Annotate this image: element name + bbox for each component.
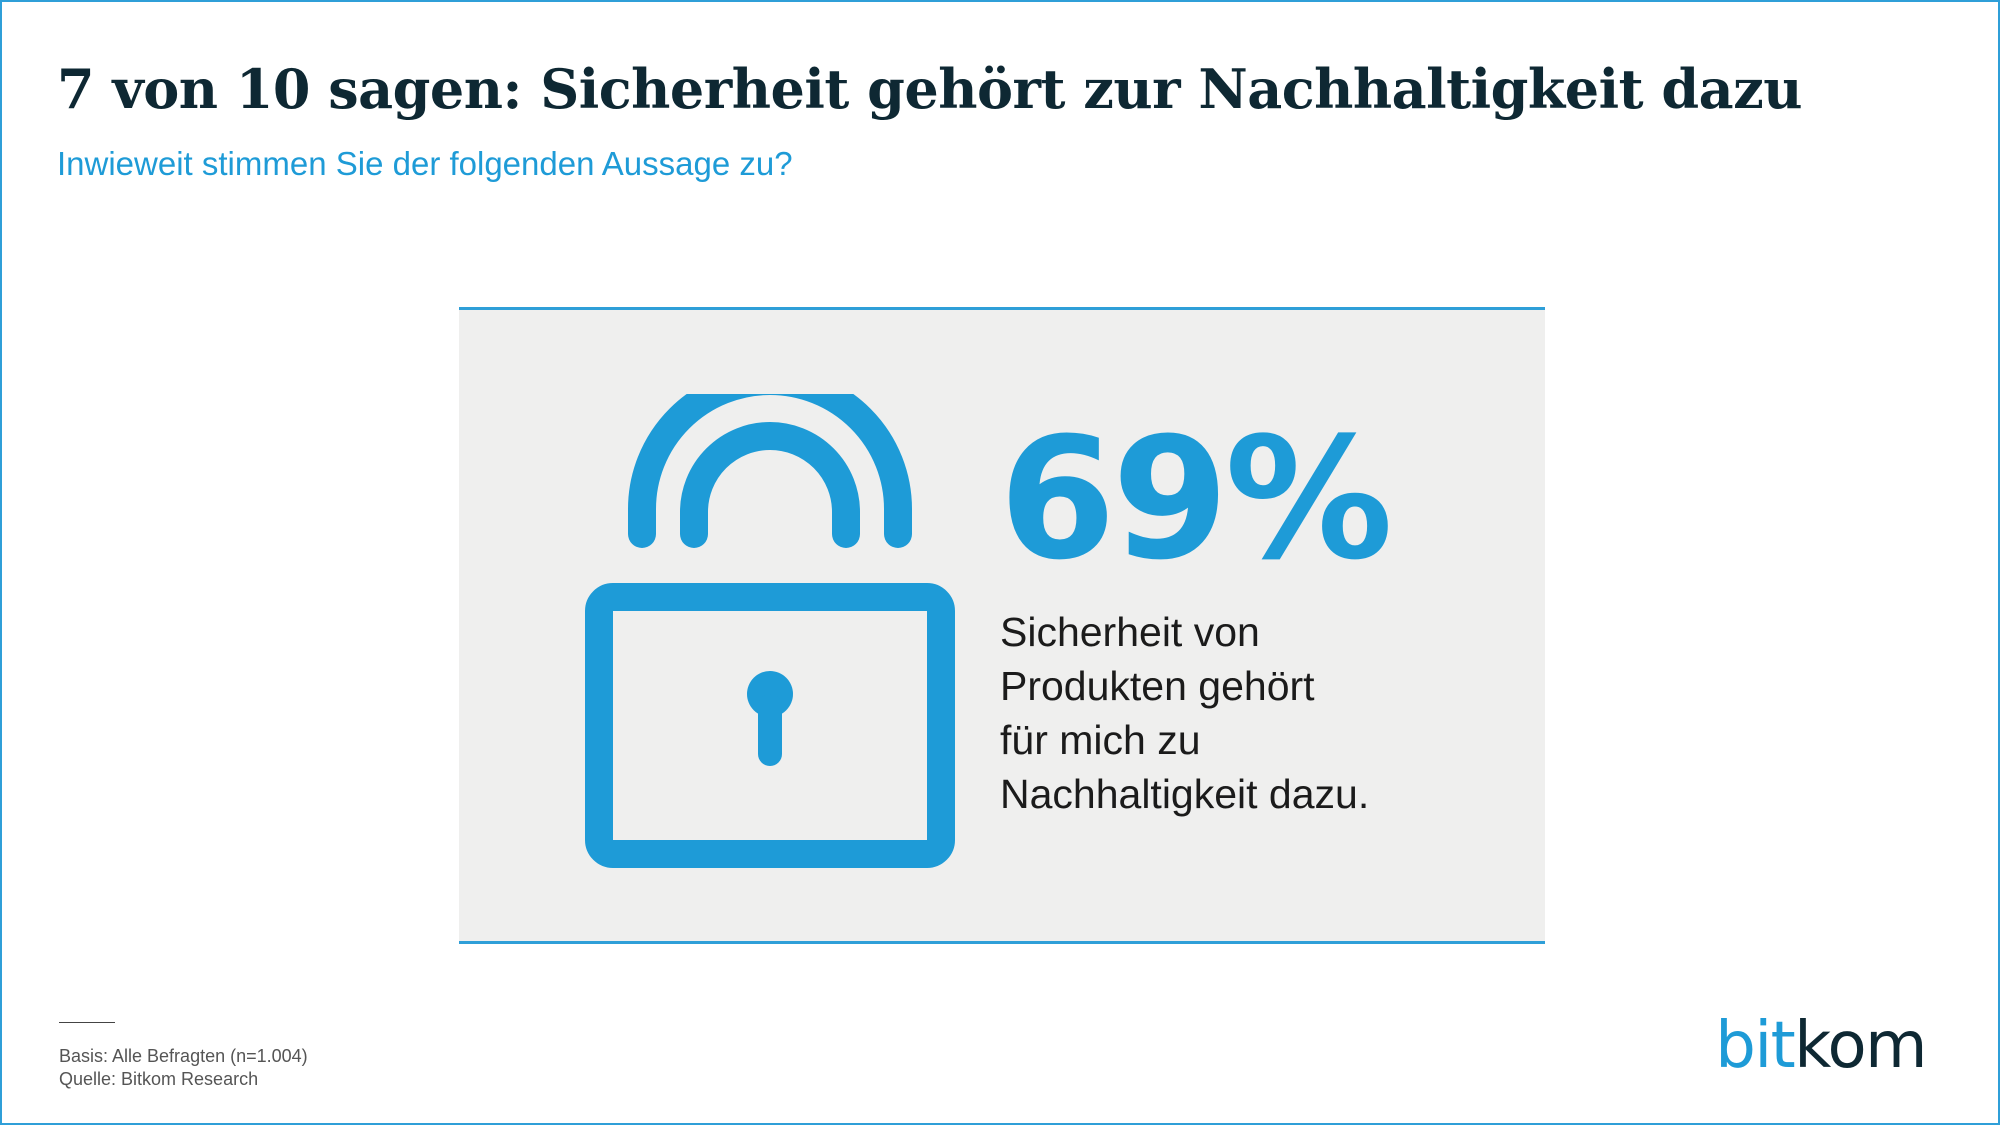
logo-part-kom: kom xyxy=(1794,1009,1927,1083)
footnote-source: Quelle: Bitkom Research xyxy=(59,1069,259,1089)
stat-statement: Sicherheit von Produkten gehört für mich… xyxy=(1000,605,1520,821)
stat-statement-line: Nachhaltigkeit dazu. xyxy=(1000,771,1370,817)
stat-statement-line: für mich zu xyxy=(1000,717,1201,763)
stat-statement-line: Produkten gehört xyxy=(1000,663,1315,709)
logo-part-bit: bit xyxy=(1715,1009,1796,1083)
footnote-divider xyxy=(59,1022,115,1023)
stat-panel: 69% Sicherheit von Produkten gehört für … xyxy=(459,307,1545,944)
bitkom-logo: bitkom xyxy=(1715,1014,1927,1078)
stat-value: 69% xyxy=(999,401,1393,597)
footnote: Basis: Alle Befragten (n=1.004) Quelle: … xyxy=(59,1045,308,1091)
padlock-icon xyxy=(585,394,955,868)
padlock-shackle-inner xyxy=(680,422,860,548)
padlock-body xyxy=(585,583,955,868)
padlock-shackle-outer xyxy=(628,394,912,548)
page-subtitle: Inwieweit stimmen Sie der folgenden Auss… xyxy=(57,145,793,182)
keyhole-slot xyxy=(758,694,782,766)
stat-statement-line: Sicherheit von xyxy=(1000,609,1260,655)
page-title: 7 von 10 sagen: Sicherheit gehört zur Na… xyxy=(57,57,1803,121)
footnote-basis: Basis: Alle Befragten (n=1.004) xyxy=(59,1046,308,1066)
